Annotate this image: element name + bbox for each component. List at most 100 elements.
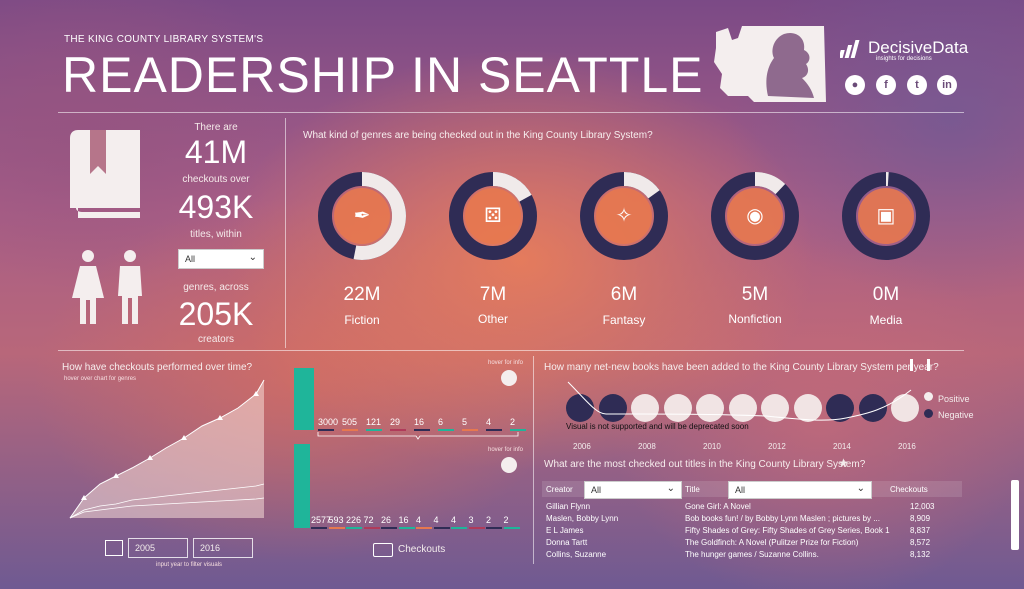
table-row[interactable]: Maslen, Bobby Lynn Bob books fun! / by Bo…	[546, 514, 946, 524]
year-to-input[interactable]: 2016	[193, 538, 253, 558]
bracket-top-icon	[317, 432, 519, 440]
new-books-circle-positive[interactable]	[793, 394, 822, 422]
checkouts-cell: 8,572	[910, 538, 931, 547]
info-dot-bottom[interactable]	[501, 457, 517, 473]
bar-value[interactable]: 72	[363, 515, 374, 525]
genre-donut-media[interactable]	[831, 161, 941, 271]
checkouts-cell: 8,132	[910, 550, 931, 559]
bar-underline	[503, 527, 520, 529]
creator-cell: Maslen, Bobby Lynn	[546, 514, 619, 523]
genre-donut-fiction[interactable]	[307, 161, 417, 271]
bar-value[interactable]: 6	[438, 417, 444, 427]
genre-select[interactable]: All ⌄	[178, 249, 264, 269]
year-tick-label: 2008	[638, 442, 656, 451]
bar-value[interactable]: 4	[416, 515, 422, 525]
new-books-circle-positive[interactable]	[728, 394, 757, 422]
new-books-circle-negative[interactable]	[566, 394, 594, 422]
facebook-icon[interactable]: f	[876, 75, 896, 95]
bar-value[interactable]: 226	[346, 515, 362, 525]
donut-share-arc	[580, 172, 668, 260]
creators-count: 205K	[178, 296, 254, 332]
bar-value[interactable]: 3000	[318, 417, 339, 427]
deprecation-warning: Visual is not supported and will be depr…	[566, 422, 749, 431]
bar-value[interactable]: 16	[414, 417, 425, 427]
bar-value[interactable]: 26	[381, 515, 392, 525]
new-books-question: How many net-new books have been added t…	[544, 362, 939, 373]
bar-value[interactable]: 121	[366, 417, 382, 427]
genre-value: 7M	[479, 284, 507, 305]
hover-hint-top: hover for info	[488, 360, 524, 366]
globe-icon[interactable]: ●	[845, 75, 865, 95]
bar-underline	[510, 429, 526, 431]
new-books-circle-positive[interactable]	[663, 394, 692, 422]
year-tick-label: 2014	[833, 442, 851, 451]
people-icon	[72, 250, 142, 324]
top-teal-bar[interactable]	[294, 368, 314, 430]
legend-positive-dot	[924, 392, 933, 401]
creators-label: creators	[197, 334, 235, 345]
genre-donut-nonfiction[interactable]	[700, 161, 810, 271]
genre-value: 5M	[741, 284, 769, 305]
bar-value[interactable]: 3	[468, 515, 474, 525]
new-books-circle-positive[interactable]	[696, 394, 724, 422]
bar-value[interactable]: 2577	[311, 515, 332, 525]
scrollbar[interactable]	[1011, 480, 1019, 550]
bar-underline	[328, 527, 345, 529]
new-books-circle-positive[interactable]	[891, 394, 919, 422]
new-books-circle-negative[interactable]	[598, 394, 627, 422]
bar-underline	[414, 429, 430, 431]
bar-value[interactable]: 2	[486, 515, 492, 525]
genre-label: Other	[477, 312, 508, 326]
bar-underline	[311, 527, 327, 529]
bar-value[interactable]: 593	[328, 515, 344, 525]
creator-cell: Gillian Flynn	[546, 502, 591, 511]
year-tick-label: 2010	[703, 442, 721, 451]
bar-value[interactable]: 5	[462, 417, 468, 427]
checkouts-cell: 12,003	[910, 502, 935, 511]
there-are-label: There are	[194, 122, 238, 133]
genre-donut-fantasy[interactable]	[569, 161, 679, 271]
titles-question: What are the most checked out titles in …	[544, 459, 866, 470]
table-row[interactable]: Donna Tartt The Goldfinch: A Novel (Pulit…	[546, 538, 946, 548]
bottom-teal-bar[interactable]	[294, 444, 310, 528]
bar-value[interactable]: 4	[486, 417, 492, 427]
table-row[interactable]: E L James Fifty Shades of Grey: Fifty Sha…	[546, 526, 946, 536]
open-book-icon	[373, 543, 393, 557]
legend-positive-label: Positive	[938, 394, 970, 404]
calendar-icon	[105, 540, 123, 556]
bar-value[interactable]: 4	[433, 515, 439, 525]
creator-select[interactable]: All ⌄	[584, 481, 682, 499]
new-books-circle-positive[interactable]	[631, 394, 659, 422]
bar-value[interactable]: 505	[342, 417, 358, 427]
bar-underline	[438, 429, 454, 431]
title-select[interactable]: All ⌄	[728, 481, 872, 499]
creator-cell: Collins, Suzanne	[546, 550, 607, 559]
year-from-input[interactable]: 2005	[128, 538, 188, 558]
checkouts-area-chart[interactable]	[64, 372, 274, 522]
genre-donut-other[interactable]	[438, 161, 548, 271]
titles-within-label: titles, within	[190, 229, 242, 240]
bar-underline	[363, 527, 380, 529]
title-cell: Fifty Shades of Grey: Fifty Shades of Gr…	[685, 526, 890, 535]
checkouts-time-question: How have checkouts performed over time?	[62, 362, 253, 373]
creator-header: Creator	[546, 485, 573, 494]
titles-table-body: Gillian Flynn Gone Girl: A Novel 12,003 Mas…	[546, 502, 966, 564]
title-cell: Gone Girl: A Novel	[685, 502, 751, 511]
twitter-icon[interactable]: t	[907, 75, 927, 95]
table-row[interactable]: Collins, Suzanne The hunger games / Suzan…	[546, 550, 946, 560]
info-dot-top[interactable]	[501, 370, 517, 386]
brand-name: DecisiveData	[868, 38, 969, 57]
bar-underline	[342, 429, 358, 431]
bar-value[interactable]: 2	[503, 515, 509, 525]
bar-underline	[346, 527, 362, 529]
bar-underline	[486, 527, 502, 529]
bar-value[interactable]: 16	[398, 515, 409, 525]
bar-underline	[433, 527, 450, 529]
bar-value[interactable]: 2	[510, 417, 516, 427]
bar-value[interactable]: 4	[451, 515, 457, 525]
checkouts-header[interactable]: Checkouts	[890, 485, 928, 494]
linkedin-icon[interactable]: in	[937, 75, 957, 95]
table-row[interactable]: Gillian Flynn Gone Girl: A Novel 12,003	[546, 502, 946, 512]
bar-value[interactable]: 29	[390, 417, 401, 427]
bar-underline	[366, 429, 382, 431]
